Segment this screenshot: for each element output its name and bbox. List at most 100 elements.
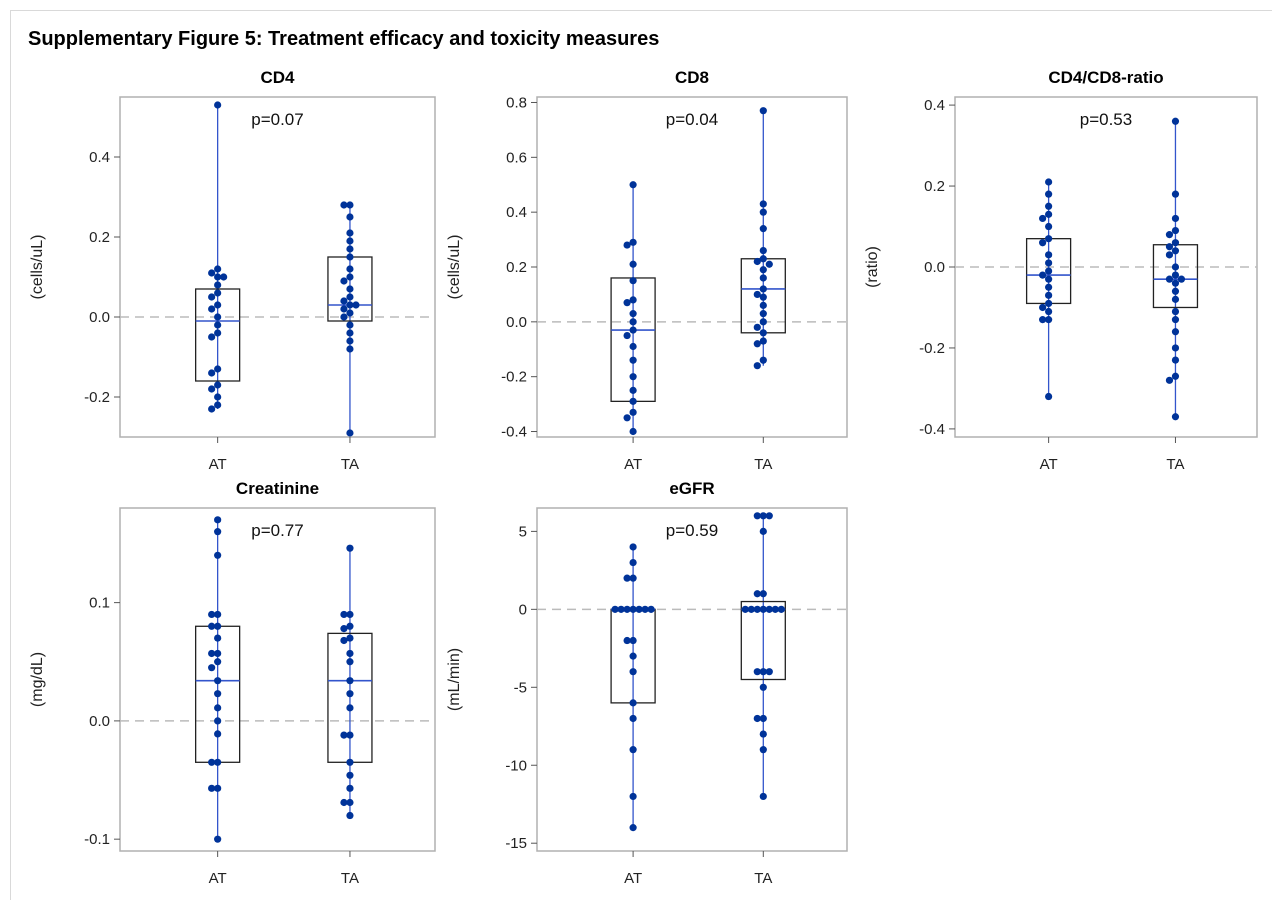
data-point [759, 730, 767, 738]
panel-title: CD4/CD8-ratio [1048, 68, 1163, 87]
data-point [340, 636, 348, 645]
data-point [214, 634, 222, 642]
data-point [629, 699, 637, 707]
plot-frame [119, 96, 436, 438]
data-point [629, 408, 637, 416]
data-point [1045, 202, 1053, 210]
data-point [1171, 117, 1180, 125]
data-point [208, 333, 216, 341]
data-point [629, 427, 637, 436]
y-tick-label: -0.1 [84, 831, 110, 848]
data-point [346, 731, 354, 739]
data-point [1171, 372, 1180, 380]
y-tick-label: 0.0 [89, 309, 110, 326]
data-point [340, 731, 348, 739]
data-point [765, 260, 773, 268]
data-point [1171, 247, 1180, 255]
data-point [629, 605, 637, 613]
data-point [629, 238, 637, 246]
data-point [753, 323, 761, 331]
data-point [629, 296, 637, 304]
data-point [340, 625, 348, 633]
data-point [214, 704, 222, 712]
data-point [759, 274, 767, 282]
data-point [753, 668, 761, 676]
x-tick-label: TA [754, 456, 772, 473]
y-tick-label: 0.8 [506, 94, 527, 111]
data-point [759, 293, 767, 301]
data-point [1045, 291, 1053, 299]
data-point [629, 792, 637, 801]
data-point [1039, 239, 1047, 247]
data-point [629, 668, 637, 676]
data-point [346, 811, 354, 820]
y-tick-label: -0.2 [501, 369, 527, 386]
y-tick-label: -0.4 [919, 421, 945, 438]
data-point [777, 605, 785, 613]
data-point [346, 329, 354, 337]
data-point [1171, 295, 1180, 303]
data-point [623, 574, 631, 582]
figure-title: Supplementary Figure 5: Treatment effica… [28, 28, 660, 50]
data-point [747, 605, 755, 613]
plot-frame [536, 96, 848, 438]
data-point [346, 758, 354, 766]
data-point [214, 784, 222, 792]
data-point [753, 714, 761, 723]
data-point [1045, 267, 1053, 275]
data-point [214, 301, 222, 309]
data-point [340, 277, 348, 285]
data-point [214, 101, 222, 109]
data-point [1045, 235, 1053, 243]
data-point [220, 273, 228, 281]
data-point [759, 792, 767, 801]
y-axis-label: (cells/uL) [29, 235, 46, 300]
y-tick-label: -0.4 [501, 424, 527, 441]
y-tick-label: -10 [505, 757, 527, 774]
y-tick-label: 0.6 [506, 149, 527, 166]
data-point [346, 201, 354, 209]
figure-frame [10, 10, 1272, 900]
data-point [1171, 263, 1180, 271]
data-point [346, 245, 354, 253]
data-point [1171, 271, 1180, 279]
data-point [629, 342, 637, 351]
data-point [214, 730, 222, 738]
data-point [1171, 307, 1180, 316]
panel-creatinine: Creatinine 0.1 0.0 -0.1 (mg/dL) AT TA p=0.77 [29, 479, 436, 887]
data-point [759, 200, 767, 208]
data-point [635, 605, 643, 613]
x-tick-label: AT [1040, 456, 1058, 473]
data-point [1165, 275, 1174, 283]
data-point [346, 649, 354, 658]
iqr-box [194, 288, 241, 382]
data-point [629, 574, 637, 582]
y-tick-label: 0 [519, 601, 527, 618]
data-point [765, 605, 773, 613]
panel-cd8: CD8 0.8 0.6 0.4 0.2 0.0 -0.2 -0.4 (cells/uL) AT TA… [446, 68, 848, 473]
data-point [214, 690, 222, 698]
data-point [208, 305, 216, 313]
x-tick-label: TA [1166, 456, 1184, 473]
data-point [1171, 214, 1180, 223]
data-point [629, 636, 637, 645]
p-value-label: p=0.07 [251, 110, 303, 129]
data-point [753, 605, 761, 613]
data-point [759, 107, 767, 115]
data-point [346, 677, 354, 685]
panel-title: eGFR [669, 479, 714, 498]
data-point [214, 610, 222, 619]
data-point [1045, 275, 1053, 283]
data-point [1177, 275, 1186, 283]
panel-egfr: eGFR 5 0 -5 -10 -15 (mL/min) AT TA p=0.59 [446, 479, 848, 887]
data-point [1171, 239, 1180, 247]
data-point [641, 605, 649, 613]
y-tick-label: 0.4 [924, 97, 945, 114]
data-point [346, 784, 354, 792]
data-point [208, 758, 216, 766]
data-point [346, 229, 354, 237]
data-point [208, 664, 216, 672]
data-point [629, 318, 637, 326]
data-point [346, 301, 354, 309]
